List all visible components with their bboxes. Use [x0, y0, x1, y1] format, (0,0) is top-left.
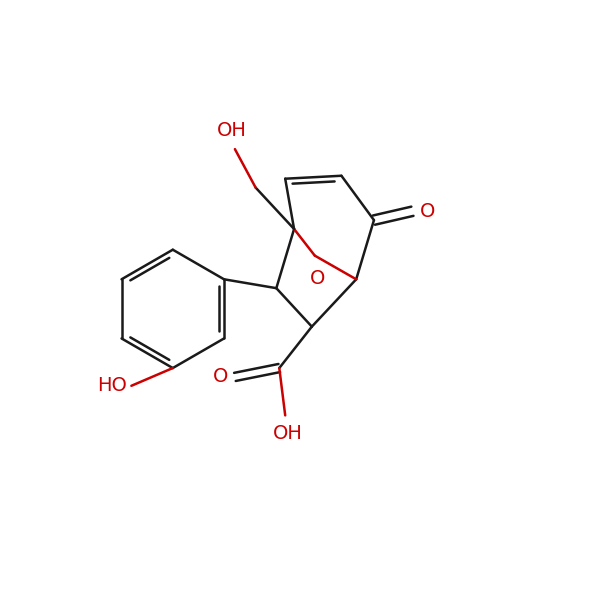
Text: O: O [419, 202, 435, 221]
Text: OH: OH [273, 424, 303, 443]
Text: O: O [212, 367, 228, 386]
Text: HO: HO [97, 376, 127, 395]
Text: O: O [310, 269, 325, 287]
Text: OH: OH [217, 121, 247, 140]
